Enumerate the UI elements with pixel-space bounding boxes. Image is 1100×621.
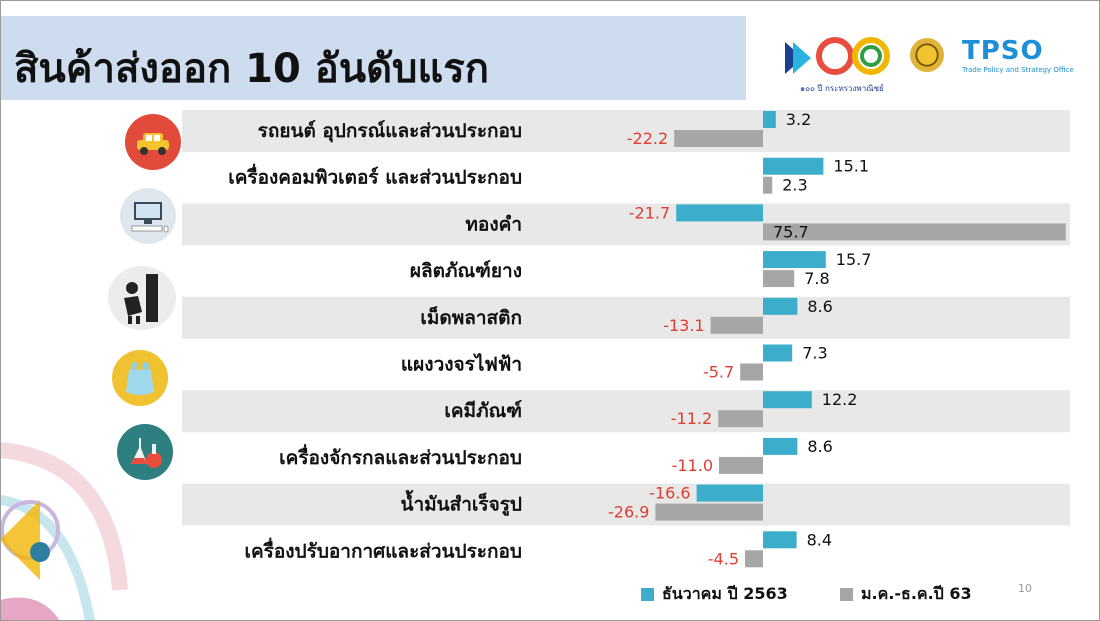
data-label-1: 8.6 xyxy=(807,297,832,316)
bar-2 xyxy=(710,316,763,334)
row-band xyxy=(182,390,1070,433)
bar-2 xyxy=(674,130,763,147)
data-label-1: -21.7 xyxy=(629,203,670,222)
legend-swatch-2 xyxy=(840,588,853,601)
legend-swatch-1 xyxy=(641,588,654,601)
data-label-1: 12.2 xyxy=(822,390,858,409)
decorative-swirl xyxy=(0,442,128,621)
data-label-2: -4.5 xyxy=(708,549,739,568)
data-label-1: 7.3 xyxy=(802,344,827,363)
computer-icon xyxy=(120,188,176,244)
row-band xyxy=(182,296,1070,339)
legend-item-1: ธันวาคม ปี 2563 xyxy=(641,582,788,607)
bar-2 xyxy=(763,223,1066,241)
bar-2 xyxy=(763,270,795,288)
bar-2 xyxy=(718,410,763,428)
bar-2 xyxy=(740,363,763,381)
data-label-2: -11.0 xyxy=(672,456,713,475)
bar-2 xyxy=(655,503,763,521)
bar-1 xyxy=(763,344,793,362)
bar-1 xyxy=(763,111,776,128)
ministry-emblem-icon xyxy=(910,38,944,72)
data-label-1: 8.6 xyxy=(807,437,832,456)
category-label: เคมีภัณฑ์ xyxy=(444,400,522,422)
data-label-2: -11.2 xyxy=(671,409,712,428)
category-label: เครื่องปรับอากาศและส่วนประกอบ xyxy=(244,537,522,562)
data-label-1: 3.2 xyxy=(786,110,811,129)
page-title: สินค้าส่งออก 10 อันดับแรก xyxy=(14,46,489,92)
bar-1 xyxy=(763,391,812,409)
row-band xyxy=(182,483,1070,526)
bar-1 xyxy=(763,531,797,549)
rubber-tapping-icon xyxy=(108,266,176,330)
bar-1 xyxy=(763,297,798,315)
plastic-bag-icon xyxy=(112,350,168,406)
data-label-1: 15.1 xyxy=(833,157,869,176)
category-label: เครื่องคอมพิวเตอร์ และส่วนประกอบ xyxy=(228,164,522,189)
data-label-1: 8.4 xyxy=(807,530,832,549)
legend-item-2: ม.ค.-ธ.ค.ปี 63 xyxy=(840,582,972,607)
title-banner: สินค้าส่งออก 10 อันดับแรก xyxy=(0,16,746,100)
data-label-2: -13.1 xyxy=(663,316,704,335)
bar-1 xyxy=(696,484,763,502)
car-icon xyxy=(125,114,181,170)
data-label-2: -26.9 xyxy=(608,503,649,522)
data-label-2: -5.7 xyxy=(703,363,734,382)
moc-logo-text: ๑๐๐ ปี กระทรวงพาณิชย์ xyxy=(800,84,884,93)
data-label-2: 2.3 xyxy=(782,176,807,195)
legend-label-1: ธันวาคม ปี 2563 xyxy=(662,584,788,603)
bar-1 xyxy=(676,204,763,222)
bar-1 xyxy=(763,157,824,175)
category-label: ทองคำ xyxy=(465,213,522,235)
category-label: แผงวงจรไฟฟ้า xyxy=(401,353,522,376)
moc-100-logo xyxy=(785,37,890,75)
data-label-2: -22.2 xyxy=(627,129,668,148)
row-band xyxy=(182,110,1070,152)
legend-label-2: ม.ค.-ธ.ค.ปี 63 xyxy=(861,584,972,603)
category-label: เครื่องจักรกลและส่วนประกอบ xyxy=(279,444,522,469)
data-label-1: 15.7 xyxy=(836,250,872,269)
category-label: น้ำมันสำเร็จรูป xyxy=(400,490,522,517)
bar-2 xyxy=(745,550,763,568)
category-label: รถยนต์ อุปกรณ์และส่วนประกอบ xyxy=(258,120,522,143)
category-label: ผลิตภัณฑ์ยาง xyxy=(410,260,522,282)
data-label-1: -16.6 xyxy=(649,484,690,503)
bar-1 xyxy=(763,437,798,455)
data-label-2: 75.7 xyxy=(773,222,809,241)
page-number: 10 xyxy=(1018,582,1032,595)
tpso-logo-subtitle: Trade Policy and Strategy Office xyxy=(962,66,1074,74)
tpso-logo: TPSO xyxy=(962,36,1044,66)
category-label: เม็ดพลาสติก xyxy=(420,305,522,329)
bar-2 xyxy=(719,456,763,474)
bar-1 xyxy=(763,251,826,269)
bar-2 xyxy=(763,176,773,194)
chemical-flask-icon xyxy=(117,424,173,480)
data-label-2: 7.8 xyxy=(804,269,829,288)
